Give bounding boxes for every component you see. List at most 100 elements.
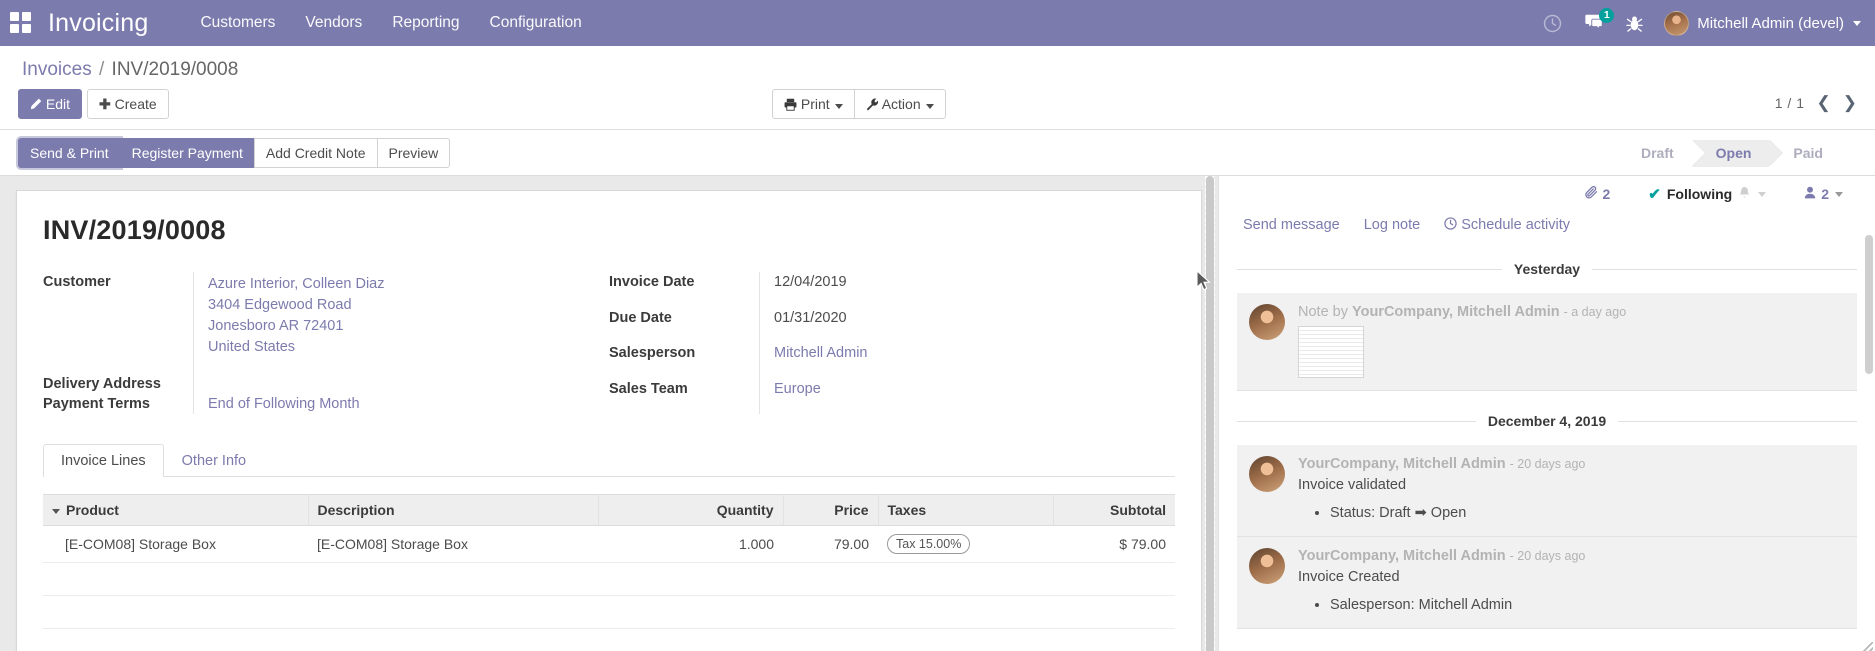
field-invoice-date-value[interactable]: 12/04/2019: [759, 272, 1175, 308]
schedule-activity-label: Schedule activity: [1461, 217, 1571, 233]
edit-button[interactable]: Edit: [18, 89, 83, 119]
cell-empty: [598, 562, 783, 596]
menu-item-customers[interactable]: Customers: [200, 14, 276, 31]
register-payment-button[interactable]: Register Payment: [119, 138, 255, 168]
tab-invoice-lines[interactable]: Invoice Lines: [43, 444, 164, 477]
column-header-product[interactable]: Product: [43, 494, 309, 526]
menu-item-reporting[interactable]: Reporting: [392, 14, 460, 31]
chatter-scrollbar-thumb[interactable]: [1865, 235, 1873, 374]
chevron-down-icon: [1853, 20, 1861, 26]
message-header: YourCompany, Mitchell Admin - 20 days ag…: [1298, 456, 1845, 472]
print-dropdown-button[interactable]: Print: [772, 89, 855, 119]
table-body: [E-COM08] Storage Box [E-COM08] Storage …: [43, 525, 1175, 629]
chatter-scrollbar[interactable]: [1865, 180, 1873, 641]
top-navbar: Invoicing Customers Vendors Reporting Co…: [0, 0, 1875, 46]
avatar: [1249, 304, 1285, 340]
bug-icon[interactable]: [1626, 14, 1643, 33]
apps-grid-icon[interactable]: [10, 12, 32, 34]
field-due-date-value[interactable]: 01/31/2020: [759, 307, 1175, 343]
table-row-empty[interactable]: [43, 595, 1175, 629]
chevron-left-icon[interactable]: ❮: [1816, 93, 1831, 112]
cell-empty: [878, 595, 1053, 629]
cell-quantity[interactable]: 1.000: [598, 525, 783, 563]
message-timestamp: - 20 days ago: [1509, 457, 1586, 471]
messages-counter[interactable]: 1: [1583, 7, 1615, 35]
preview-button[interactable]: Preview: [376, 138, 451, 168]
app-brand-invoicing[interactable]: Invoicing: [48, 8, 149, 37]
cell-price[interactable]: 79.00: [783, 525, 878, 563]
following-toggle[interactable]: ✔ Following: [1648, 185, 1767, 203]
field-sales-team-value[interactable]: Europe: [759, 378, 1175, 414]
action-label: Action: [881, 96, 921, 112]
cell-taxes[interactable]: Tax 15.00%: [878, 525, 1053, 563]
menu-item-configuration[interactable]: Configuration: [489, 14, 582, 31]
main-menu: Customers Vendors Reporting Configuratio…: [200, 14, 581, 32]
cell-description[interactable]: [E-COM08] Storage Box: [308, 525, 598, 563]
followers-button[interactable]: 2: [1804, 186, 1843, 202]
edit-button-label: Edit: [45, 96, 71, 112]
breadcrumb: Invoices / INV/2019/0008: [18, 56, 1857, 89]
chatter-topbar: 2 ✔ Following: [1237, 176, 1857, 209]
tab-other-info[interactable]: Other Info: [181, 453, 247, 469]
form-fields-right: Invoice Date 12/04/2019 Due Date 01/31/2…: [609, 272, 1175, 414]
message-header: YourCompany, Mitchell Admin - 20 days ag…: [1298, 548, 1845, 564]
cell-product[interactable]: [E-COM08] Storage Box: [43, 525, 308, 563]
tracking-item: Status: Draft ➡ Open: [1330, 502, 1845, 524]
clock-icon[interactable]: [1543, 14, 1562, 33]
form-scrollbar-thumb[interactable]: [1206, 176, 1214, 651]
add-credit-note-button[interactable]: Add Credit Note: [253, 138, 378, 168]
message-header: Note by YourCompany, Mitchell Admin - a …: [1298, 304, 1845, 320]
menu-item-vendors[interactable]: Vendors: [305, 14, 363, 31]
chevron-down-icon[interactable]: [1835, 191, 1843, 197]
thread-date-separator: Yesterday: [1237, 261, 1857, 277]
chevron-right-icon[interactable]: ❯: [1842, 93, 1857, 112]
status-stage-draft[interactable]: Draft: [1624, 139, 1706, 167]
main-body: INV/2019/0008 Customer Azure Interior, C…: [0, 176, 1875, 651]
control-panel-buttons-row: Edit ✚ Create Print: [18, 89, 1857, 129]
customer-street[interactable]: 3404 Edgewood Road: [208, 297, 352, 313]
action-dropdown-button[interactable]: Action: [853, 89, 946, 119]
column-header-taxes[interactable]: Taxes: [878, 494, 1054, 526]
schedule-activity-button[interactable]: Schedule activity: [1444, 217, 1570, 233]
pager-value[interactable]: 1 / 1: [1774, 94, 1805, 111]
printer-icon: [784, 96, 801, 112]
message-timestamp: - a day ago: [1563, 305, 1627, 319]
table-row-empty[interactable]: [43, 562, 1175, 596]
create-button[interactable]: ✚ Create: [87, 89, 169, 119]
send-message-button[interactable]: Send message: [1243, 217, 1340, 233]
send-and-print-button[interactable]: Send & Print: [18, 138, 121, 168]
attachments-button[interactable]: 2: [1584, 186, 1610, 202]
form-scrollbar[interactable]: [1205, 176, 1215, 651]
message-body: YourCompany, Mitchell Admin - 20 days ag…: [1298, 456, 1845, 524]
form-fields: Customer Azure Interior, Colleen Diaz 34…: [43, 272, 1175, 414]
field-delivery-address-value[interactable]: [193, 360, 609, 394]
column-header-description[interactable]: Description: [308, 494, 599, 526]
column-header-subtotal[interactable]: Subtotal: [1053, 494, 1175, 526]
field-payment-terms-label: Payment Terms: [43, 396, 150, 412]
status-badge: Tax 15.00%: [887, 534, 971, 554]
bell-icon[interactable]: [1738, 186, 1751, 203]
column-header-price[interactable]: Price: [783, 494, 879, 526]
field-customer-value[interactable]: Azure Interior, Colleen Diaz 3404 Edgewo…: [193, 272, 609, 360]
message-author: YourCompany, Mitchell Admin: [1352, 304, 1560, 320]
resize-grip-icon[interactable]: [1861, 642, 1873, 651]
pager: 1 / 1 ❮ ❯: [1775, 89, 1857, 111]
cell-empty: [1053, 562, 1175, 596]
log-note-button[interactable]: Log note: [1363, 217, 1421, 233]
user-menu[interactable]: Mitchell Admin (devel): [1664, 10, 1861, 36]
chevron-down-icon[interactable]: [1758, 191, 1767, 197]
check-icon: ✔: [1648, 186, 1661, 203]
table-row[interactable]: [E-COM08] Storage Box [E-COM08] Storage …: [43, 525, 1175, 563]
customer-city[interactable]: Jonesboro AR 72401: [208, 318, 344, 334]
field-salesperson-value[interactable]: Mitchell Admin: [759, 343, 1175, 379]
following-label: Following: [1666, 186, 1733, 202]
customer-name[interactable]: Azure Interior, Colleen Diaz: [208, 276, 385, 292]
breadcrumb-invoices[interactable]: Invoices: [22, 59, 92, 80]
column-header-quantity[interactable]: Quantity: [598, 494, 784, 526]
customer-country[interactable]: United States: [208, 339, 296, 355]
breadcrumb-current: INV/2019/0008: [111, 59, 239, 80]
cell-subtotal[interactable]: $ 79.00: [1053, 525, 1175, 563]
field-payment-terms-value[interactable]: End of Following Month: [193, 394, 609, 414]
chatter-message: YourCompany, Mitchell Admin - 20 days ag…: [1237, 445, 1857, 537]
avatar: [1249, 548, 1285, 584]
